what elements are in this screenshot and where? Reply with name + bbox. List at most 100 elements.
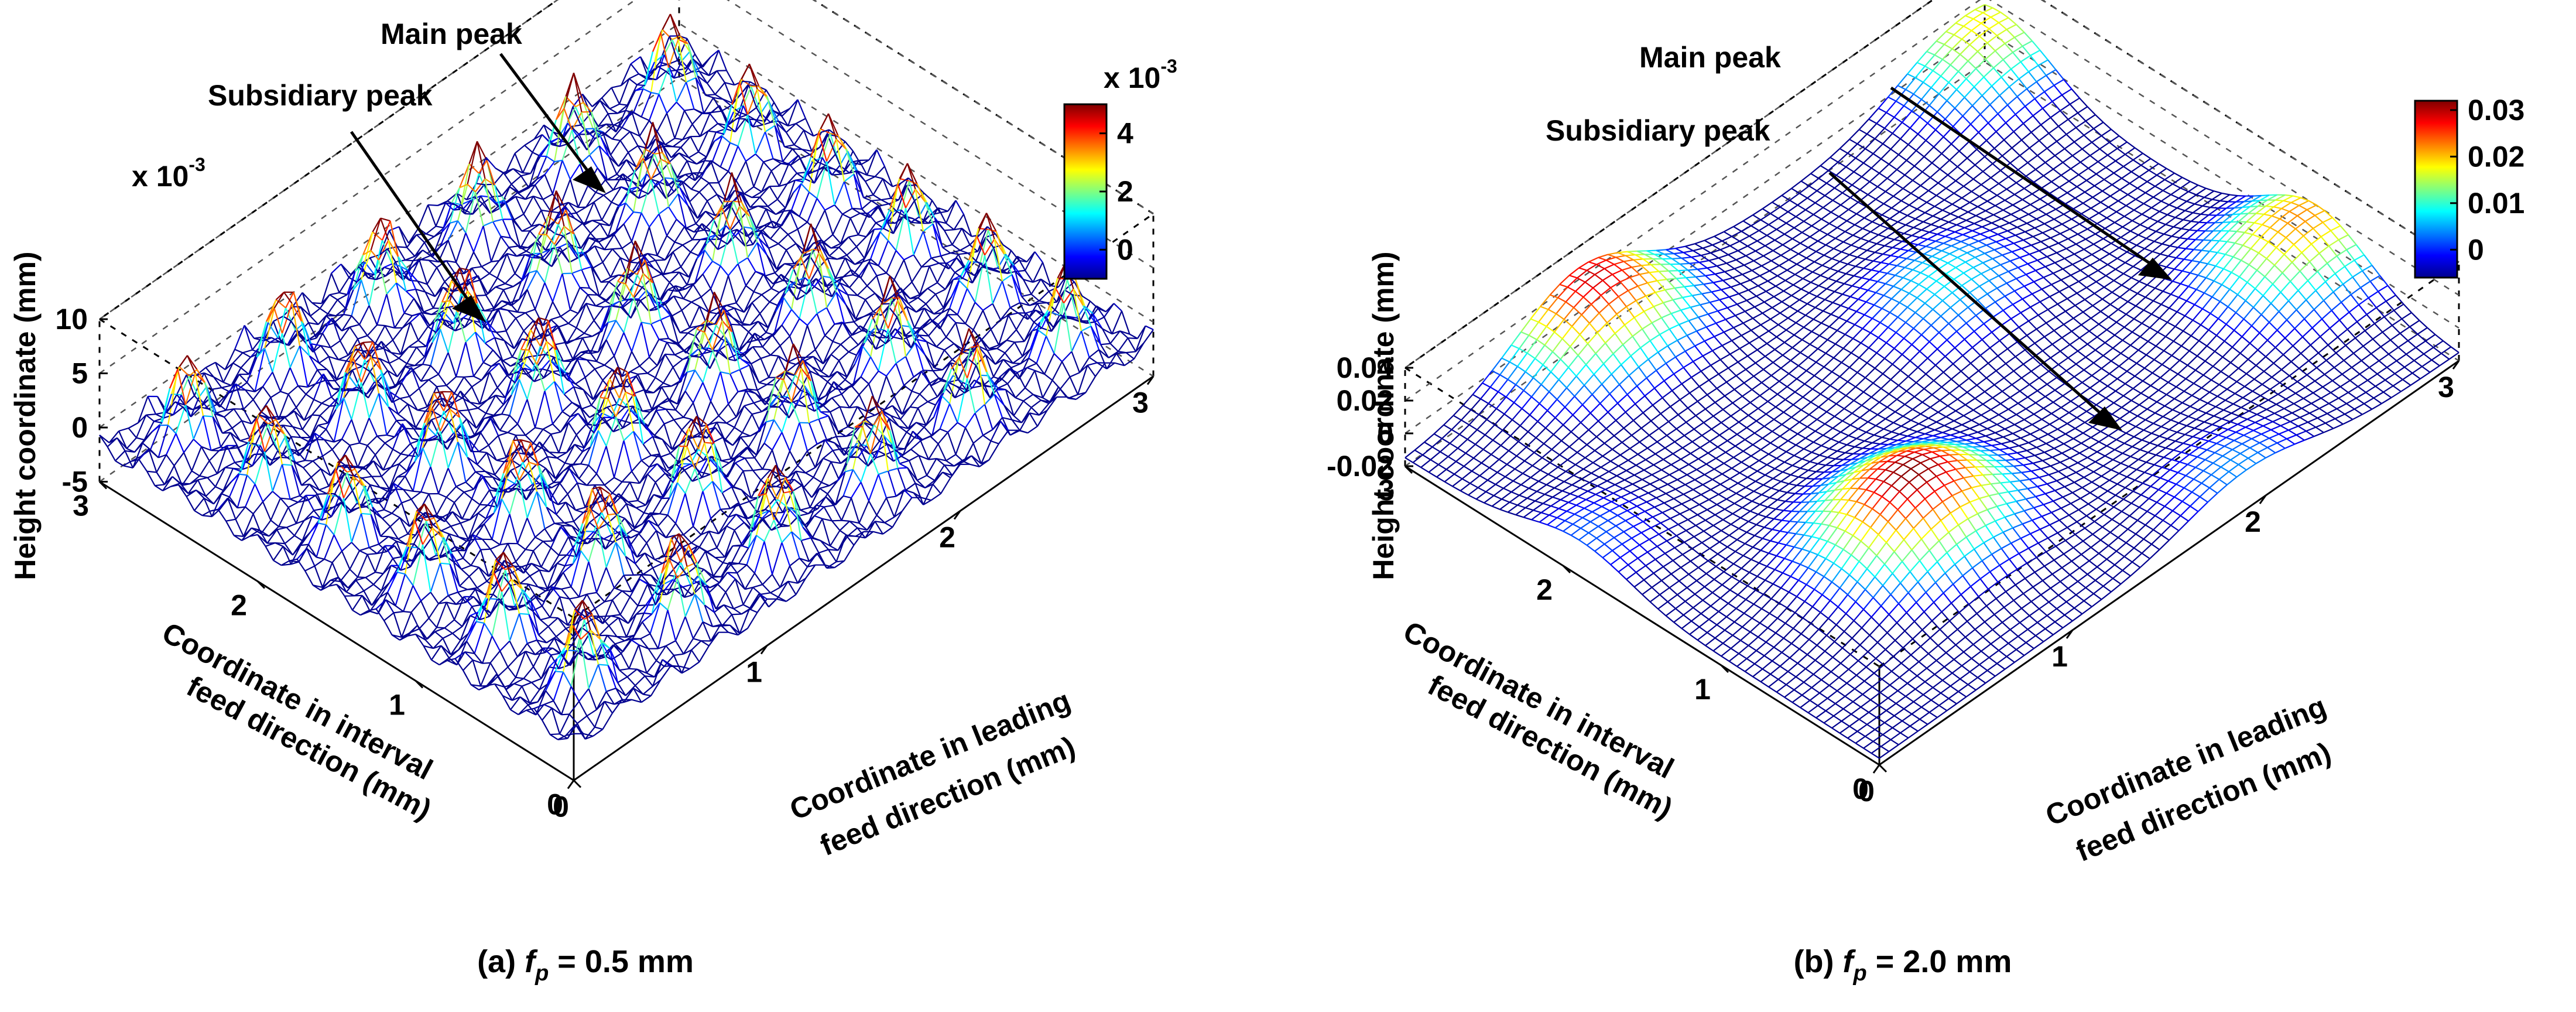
mesh-segment (610, 154, 619, 167)
mesh-segment (729, 142, 738, 147)
mesh-segment (642, 158, 652, 180)
mesh-segment (534, 282, 546, 310)
mesh-segment (137, 396, 149, 423)
mesh-segment (501, 395, 512, 415)
mesh-segment (739, 364, 750, 371)
mesh-segment (560, 686, 572, 715)
mesh-segment (398, 533, 409, 540)
mesh-segment (985, 233, 996, 238)
mesh-segment (906, 163, 916, 190)
mesh-segment (707, 83, 716, 95)
mesh-segment (890, 415, 901, 420)
mesh-segment (751, 191, 762, 199)
mesh-segment (845, 149, 855, 175)
mesh-segment (885, 375, 895, 397)
mesh-segment (299, 483, 310, 497)
mesh-segment (636, 149, 646, 187)
mesh-segment (611, 652, 622, 661)
mesh-segment (801, 149, 811, 156)
mesh-segment (679, 36, 690, 52)
mesh-segment (859, 325, 869, 335)
mesh-segment (723, 104, 733, 135)
mesh-segment (844, 141, 854, 152)
mesh-segment (721, 135, 731, 143)
mesh-segment (631, 213, 642, 242)
mesh-segment (390, 565, 401, 571)
mesh-segment (785, 180, 796, 208)
mesh-segment (902, 497, 913, 512)
mesh-segment (712, 160, 721, 167)
mesh-segment (629, 73, 639, 80)
mesh-segment (644, 122, 654, 150)
mesh-segment (478, 445, 489, 453)
mesh-segment (619, 481, 631, 498)
mesh-segment (560, 179, 571, 206)
mesh-segment (520, 439, 531, 443)
mesh-segment (1015, 387, 1026, 398)
mesh-segment (888, 467, 898, 472)
mesh-segment (922, 214, 931, 224)
mesh-segment (294, 520, 305, 536)
mesh-segment (756, 242, 766, 276)
mesh-segment (1053, 353, 1063, 363)
mesh-segment (745, 271, 756, 286)
mesh-segment (609, 207, 619, 226)
mesh-segment (568, 413, 579, 423)
mesh-segment (910, 449, 920, 456)
mesh-segment (368, 393, 380, 419)
mesh-segment (960, 249, 968, 254)
mesh-segment (705, 234, 717, 245)
mesh-segment (783, 209, 792, 212)
mesh-segment (652, 122, 662, 160)
mesh-segment (272, 464, 283, 492)
mesh-segment (254, 348, 266, 392)
mesh-segment (574, 443, 585, 449)
mesh-segment (913, 370, 922, 378)
mesh-segment (547, 456, 557, 459)
mesh-segment (883, 435, 895, 461)
mesh-segment (242, 513, 254, 537)
mesh-segment (471, 380, 482, 388)
mesh-segment (1092, 313, 1103, 329)
mesh-segment (965, 412, 976, 428)
mesh-segment (587, 529, 598, 544)
mesh-segment (582, 94, 593, 107)
mesh-segment (490, 544, 501, 550)
mesh-segment (841, 278, 850, 288)
mesh-segment (501, 457, 512, 500)
mesh-segment (398, 404, 409, 415)
mesh-segment (417, 326, 429, 341)
mesh-segment (843, 274, 854, 278)
mesh-segment (974, 412, 984, 436)
mesh-segment (1009, 302, 1020, 309)
mesh-segment (875, 329, 885, 350)
mesh-segment (804, 178, 815, 184)
mesh-segment (439, 300, 451, 330)
mesh-segment (751, 294, 762, 303)
mesh-segment (926, 458, 937, 476)
mesh-segment (450, 640, 461, 655)
mesh-segment (816, 166, 824, 172)
mesh-segment (1106, 353, 1117, 370)
mesh-segment (620, 63, 632, 86)
mesh-segment (448, 592, 458, 596)
mesh-segment (252, 386, 263, 401)
mesh-segment (641, 116, 650, 121)
mesh-segment (1121, 310, 1131, 334)
mesh-segment (556, 554, 567, 564)
mesh-segment (1045, 288, 1057, 337)
mesh-segment (890, 415, 899, 427)
mesh-segment (402, 585, 414, 612)
mesh-segment (867, 333, 876, 350)
mesh-segment (645, 259, 656, 264)
mesh-segment (475, 331, 486, 344)
mesh-segment (589, 145, 600, 156)
mesh-segment (608, 156, 618, 175)
mesh-segment (406, 288, 416, 292)
mesh-segment (215, 467, 226, 487)
mesh-segment (896, 432, 907, 449)
mesh-segment (612, 590, 623, 601)
mesh-segment (493, 404, 504, 416)
mesh-segment (615, 640, 625, 645)
mesh-segment (1129, 333, 1138, 339)
